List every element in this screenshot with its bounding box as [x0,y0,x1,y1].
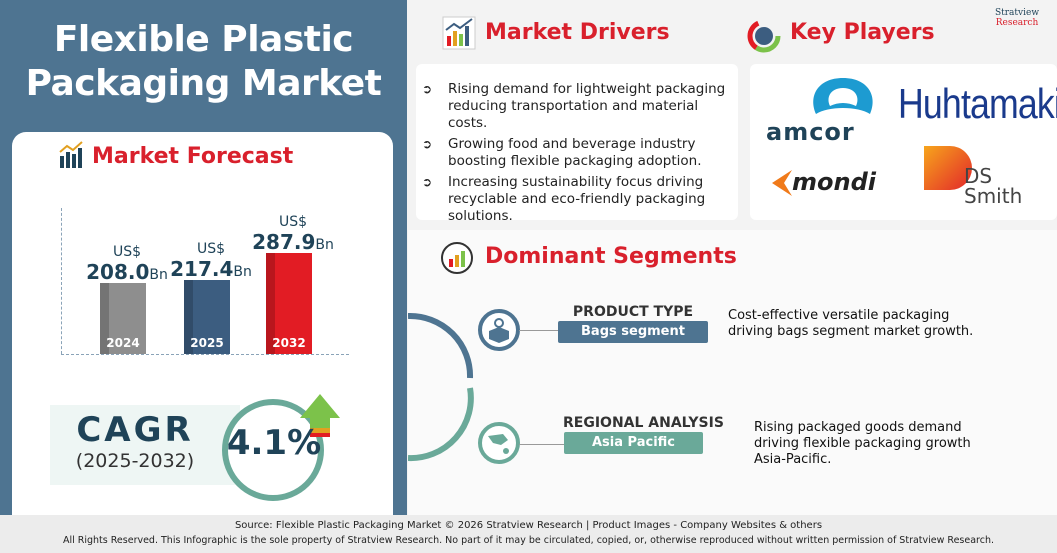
source-text: Source: Flexible Plastic Packaging Marke… [234,520,823,531]
x-tick-label: 2032 [272,335,306,350]
cagr-period: (2025-2032) [75,450,195,472]
segment-value: Asia Pacific [564,432,703,454]
stratview-logo: Stratview Research [994,8,1040,28]
driver-item: ➲ Increasing sustainability focus driving… [422,174,706,224]
bar-2032: 2032 [266,253,312,354]
rights-text: All Rights Reserved. This Infographic is… [62,535,995,546]
growth-chart-icon [442,16,476,50]
y-axis [61,208,62,354]
segment-label: REGIONAL ANALYSIS [563,415,724,431]
cagr-label: CAGR [76,410,194,450]
segment-description: Rising packaged goods demand driving fle… [754,420,971,467]
bullet-arrow-icon: ➲ [422,175,433,189]
amcor-logo-mark [813,78,873,114]
bullet-arrow-icon: ➲ [422,137,433,151]
segment-description: Cost-effective versatile packaging drivi… [728,308,974,339]
bar-2025: 2025 [184,279,230,354]
box-gear-icon [478,309,520,351]
cagr-box [50,405,240,485]
forecast-heading: Market Forecast [92,144,294,169]
data-label: US$ 217.4Bn [170,240,252,281]
driver-item: ➲ Growing food and beverage industry boos… [422,136,702,169]
ds-smith-logo-mark [924,146,972,190]
drivers-panel: ➲ Rising demand for lightweight packaging… [416,64,738,224]
key-players-icon [747,19,781,53]
rising-bars-icon [441,242,473,274]
ds-smith-logo: DS Smith [964,164,1023,208]
segments-arc [408,312,474,462]
x-axis [61,354,349,355]
x-tick-label: 2025 [190,335,224,350]
data-label: US$ 287.9Bn [252,214,334,255]
driver-item: ➲ Rising demand for lightweight packaging… [422,81,726,131]
bullet-arrow-icon: ➲ [422,82,433,96]
players-heading: Key Players [790,20,935,45]
up-arrow-icon [300,394,340,428]
cagr-ring [222,394,340,501]
segments-heading: Dominant Segments [485,244,737,269]
segment-label: PRODUCT TYPE [572,304,694,320]
asia-map-icon [478,422,520,464]
connector-line [519,444,564,445]
amcor-logo: amcor [766,118,855,146]
mondi-logo: mondi [792,168,876,196]
footer: Source: Flexible Plastic Packaging Marke… [0,515,1057,553]
segment-value: Bags segment [558,321,708,343]
x-tick-label: 2024 [106,336,140,350]
huhtamaki-logo: Huhtamaki [898,80,1057,127]
segments-area [408,230,1057,515]
bar-2024: 2024 [100,283,146,354]
cagr-value: 4.1% [226,423,322,463]
drivers-heading: Market Drivers [485,20,670,45]
players-panel [750,64,1057,220]
page-title: Flexible Plastic Packaging Market [25,19,382,104]
connector-line [519,330,559,331]
bar-chart-icon [59,141,83,168]
data-label: US$ 208.0Bn [86,244,168,285]
